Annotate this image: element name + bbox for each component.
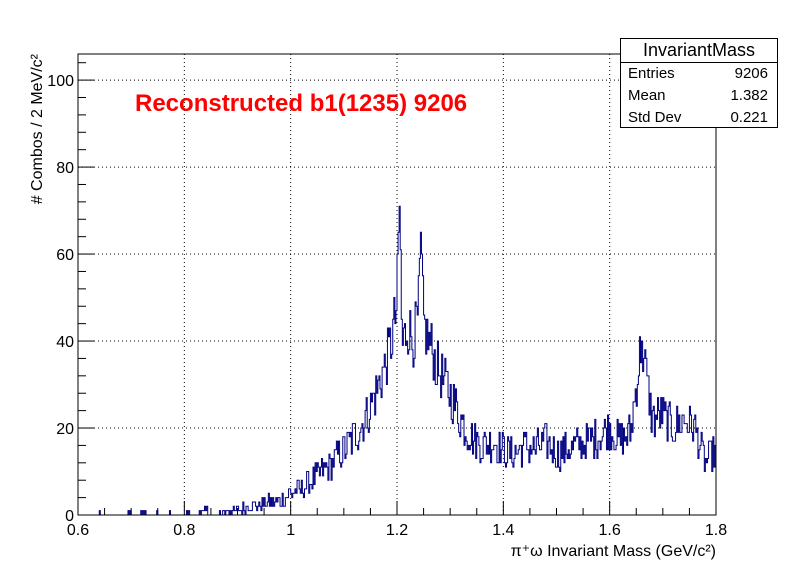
stats-row-mean: Mean 1.382 [621, 85, 777, 107]
stats-label: Mean [628, 87, 666, 104]
tick-label-layer: 0.6 0.8 1 1.2 1.4 1.6 1.8 0 20 40 60 80 100 [47, 73, 727, 539]
stats-row-entries: Entries 9206 [621, 63, 777, 85]
stats-title: InvariantMass [621, 39, 777, 63]
y-tick-label: 60 [56, 247, 74, 264]
x-tick-label: 1 [286, 522, 295, 539]
stats-box: InvariantMass Entries 9206 Mean 1.382 St… [620, 38, 778, 128]
y-tick-label: 100 [47, 73, 74, 90]
stats-label: Entries [628, 65, 675, 82]
x-axis-label: π⁺ω Invariant Mass (GeV/c²) [511, 543, 716, 560]
y-tick-label: 0 [65, 508, 74, 525]
stats-label: Std Dev [628, 109, 682, 126]
x-tick-label: 1.6 [599, 522, 621, 539]
stats-value: 9206 [734, 65, 768, 82]
plot-frame [77, 53, 717, 516]
x-tick-label: 0.6 [67, 522, 89, 539]
stats-row-stddev: Std Dev 0.221 [621, 107, 777, 129]
histogram-line [78, 205, 717, 516]
stats-value: 1.382 [730, 87, 768, 104]
y-tick-label: 80 [56, 160, 74, 177]
y-axis-label: # Combos / 2 MeV/c² [29, 53, 46, 204]
x-tick-label: 1.8 [705, 522, 727, 539]
x-tick-label: 0.8 [173, 522, 195, 539]
chart-title: Reconstructed b1(1235) 9206 [135, 90, 467, 117]
x-tick-label: 1.2 [386, 522, 408, 539]
stats-value: 0.221 [730, 109, 768, 126]
y-tick-label: 20 [56, 421, 74, 438]
x-tick-label: 1.4 [492, 522, 514, 539]
histogram-layer [78, 205, 717, 516]
y-tick-label: 40 [56, 334, 74, 351]
